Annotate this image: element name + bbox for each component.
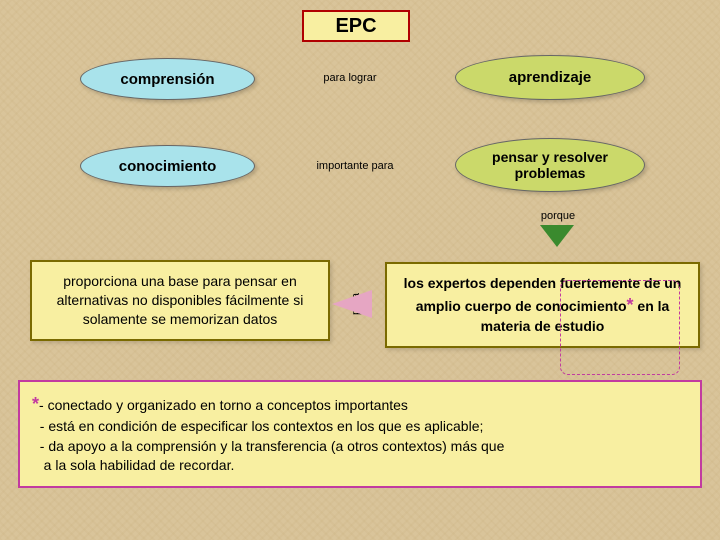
footnote-asterisk: * bbox=[32, 394, 39, 414]
connector-row1-text: para lograr bbox=[323, 72, 376, 84]
title-text: EPC bbox=[335, 15, 376, 38]
footnote-line-2: - da apoyo a la comprensión y la transfe… bbox=[40, 438, 505, 454]
pill-pensar-label: pensar y resolver problemas bbox=[470, 149, 630, 181]
pill-aprendizaje: aprendizaje bbox=[455, 55, 645, 100]
connector-row2-text: importante para bbox=[316, 160, 393, 172]
pill-comprension-label: comprensión bbox=[120, 71, 214, 88]
pill-conocimiento: conocimiento bbox=[80, 145, 255, 187]
footnote-line-0: - conectado y organizado en torno a conc… bbox=[39, 397, 408, 413]
connector-row1: para lograr bbox=[300, 72, 400, 84]
pill-pensar: pensar y resolver problemas bbox=[455, 138, 645, 192]
title-box: EPC bbox=[302, 10, 410, 42]
footnote-box: *- conectado y organizado en torno a con… bbox=[18, 380, 702, 488]
footnote-line-1: - está en condición de especificar los c… bbox=[40, 418, 484, 434]
porque-label: porque bbox=[528, 210, 588, 222]
pill-conocimiento-label: conocimiento bbox=[119, 158, 217, 175]
connector-row2: importante para bbox=[295, 160, 415, 172]
box-right-asterisk: * bbox=[627, 295, 634, 315]
footnote-line-3: a la sola habilidad de recordar. bbox=[40, 457, 235, 473]
green-arrow-icon bbox=[540, 225, 574, 247]
slide-content: EPC comprensión para lograr aprendizaje … bbox=[0, 0, 720, 540]
pill-aprendizaje-label: aprendizaje bbox=[509, 69, 592, 86]
box-right: los expertos dependen fuertemente de un … bbox=[385, 262, 700, 348]
pink-arrow-icon bbox=[332, 290, 372, 318]
box-left: proporciona una base para pensar en alte… bbox=[30, 260, 330, 341]
pill-comprension: comprensión bbox=[80, 58, 255, 100]
box-left-text: proporciona una base para pensar en alte… bbox=[57, 273, 304, 327]
porque-text: porque bbox=[541, 210, 575, 222]
